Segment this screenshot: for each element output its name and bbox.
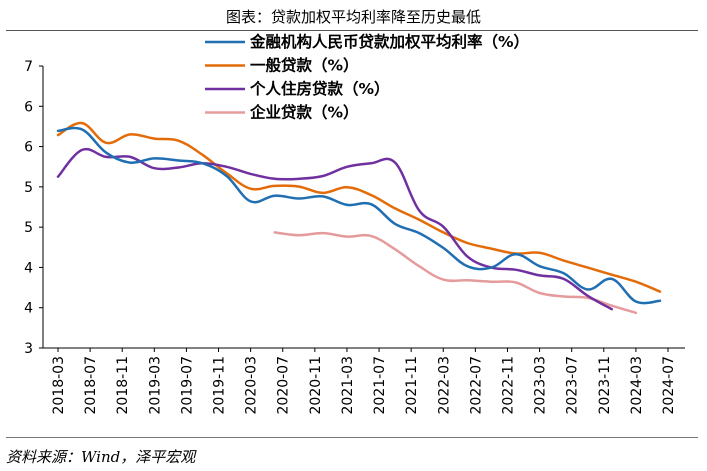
x-tick-label: 2018-03 xyxy=(51,356,67,415)
y-tick-label: 5 xyxy=(24,180,33,196)
x-tick-label: 2020-03 xyxy=(244,356,260,415)
x-tick-label: 2022-11 xyxy=(500,356,516,415)
y-tick-label: 7 xyxy=(24,59,33,75)
series-line-2 xyxy=(56,147,614,311)
series-line-3 xyxy=(273,231,638,315)
series-lines xyxy=(56,121,662,315)
x-tick-label: 2021-07 xyxy=(372,356,388,415)
series-line-1 xyxy=(56,121,662,293)
legend-label-2: 个人住房贷款（%） xyxy=(249,79,390,98)
x-tick-label: 2024-03 xyxy=(629,356,645,415)
x-tick-label: 2019-11 xyxy=(212,356,228,415)
legend-label-3: 企业贷款（%） xyxy=(249,103,359,122)
y-tick-label: 6 xyxy=(24,99,33,115)
series-line-0 xyxy=(56,126,662,305)
x-tick-label: 2022-07 xyxy=(468,356,484,415)
y-tick-label: 4 xyxy=(24,301,33,317)
x-tick-label: 2022-03 xyxy=(436,356,452,415)
x-tick-label: 2023-03 xyxy=(533,356,549,415)
y-tick-label: 3 xyxy=(24,341,33,357)
x-tick-label: 2019-03 xyxy=(147,356,163,415)
x-tick-label: 2021-11 xyxy=(404,356,420,415)
x-tick-label: 2018-07 xyxy=(83,356,99,415)
y-tick-label: 6 xyxy=(24,140,33,156)
source-note: 资料来源：Wind，泽平宏观 xyxy=(6,448,196,466)
source-rule xyxy=(6,437,698,438)
x-tick-label: 2020-07 xyxy=(276,356,292,415)
x-tick-label: 2018-11 xyxy=(115,356,131,415)
x-tick-label: 2021-03 xyxy=(340,356,356,415)
x-tick-label: 2023-07 xyxy=(565,356,581,415)
y-tick-label: 4 xyxy=(24,260,33,276)
x-tick-label: 2023-11 xyxy=(597,356,613,415)
chart-title: 图表：贷款加权平均利率降至历史最低 xyxy=(225,8,481,26)
x-tick-label: 2020-11 xyxy=(308,356,324,415)
y-tick-label: 5 xyxy=(24,220,33,236)
x-axis-ticks: 2018-03 2018-07 2018-11 2019-03 2019-07 2019-… xyxy=(51,348,677,415)
x-tick-label: 2024-07 xyxy=(661,356,677,415)
legend: 金融机构人民币贷款加权平均利率（%） 一般贷款（%） 个人住房贷款（%） 企业贷款（%… xyxy=(205,32,529,122)
legend-label-1: 一般贷款（%） xyxy=(250,56,359,75)
legend-label-0: 金融机构人民币贷款加权平均利率（%） xyxy=(249,32,529,51)
x-tick-label: 2019-07 xyxy=(179,356,195,415)
title-rule xyxy=(6,30,698,31)
y-axis-ticks: 3 4 4 5 5 6 6 7 xyxy=(24,59,43,357)
